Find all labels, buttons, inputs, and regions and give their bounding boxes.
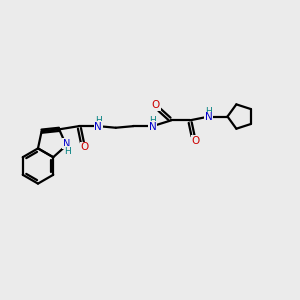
- Text: H: H: [95, 116, 102, 125]
- Text: H: H: [206, 106, 212, 116]
- Text: O: O: [191, 136, 200, 146]
- Text: H: H: [64, 147, 71, 156]
- Text: N: N: [63, 139, 70, 149]
- Text: N: N: [205, 112, 213, 122]
- Text: H: H: [149, 116, 156, 125]
- Text: N: N: [149, 122, 157, 132]
- Text: O: O: [152, 100, 160, 110]
- Text: O: O: [80, 142, 88, 152]
- Text: N: N: [94, 122, 102, 132]
